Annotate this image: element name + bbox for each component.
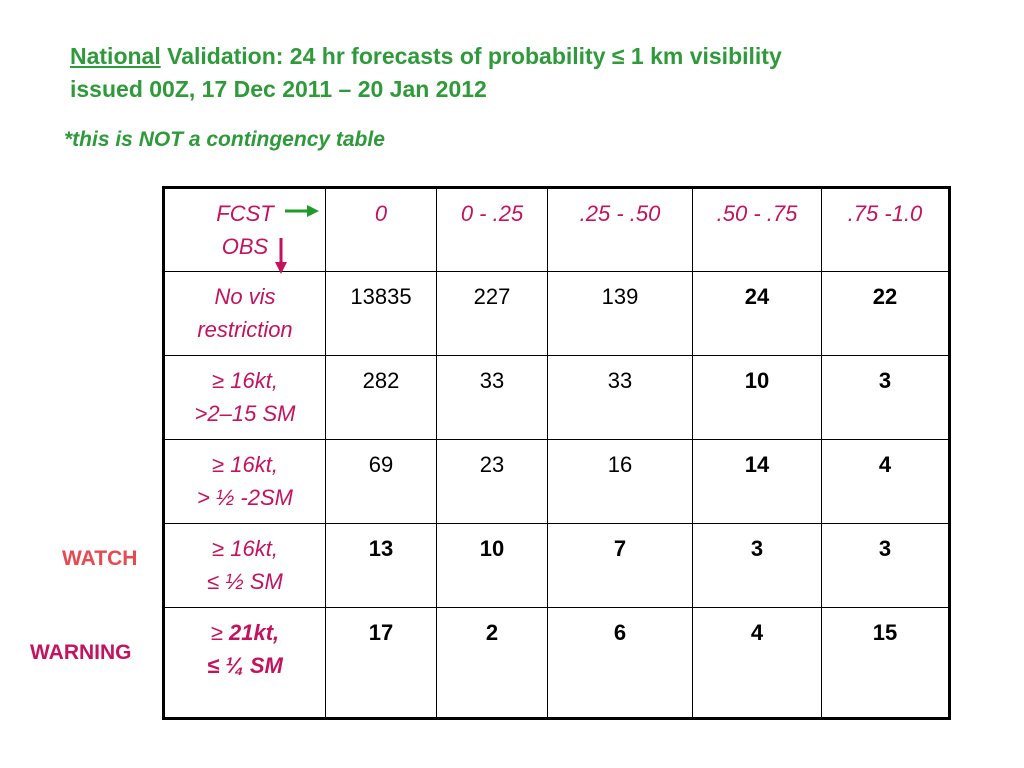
col-header: 0: [325, 187, 437, 272]
slide-title: National Validation: 24 hr forecasts of …: [70, 40, 1010, 106]
table-row: ≥ 16kt, >2–15 SM 282 33 33 10 3: [163, 355, 950, 440]
table-cell: 10: [692, 355, 822, 440]
table-row: ≥ 21kt, ≤ ¼ SM 17 2 6 4 15: [163, 607, 950, 719]
table-cell: 33: [436, 355, 548, 440]
table-cell: 69: [325, 439, 437, 524]
obs-label: OBS: [221, 234, 269, 259]
right-arrow-icon: [285, 205, 319, 217]
row-label: ≥ 16kt, ≤ ½ SM: [163, 523, 326, 608]
warning-label: WARNING: [30, 641, 132, 664]
validation-table: FCST OBS 0 0 - .25 .25 - .50 .50 - .75 .…: [162, 186, 951, 720]
fcst-label: FCST: [216, 201, 274, 226]
table-cell: 13835: [325, 271, 437, 356]
table-cell: 6: [547, 607, 693, 719]
col-header: .75 -1.0: [821, 187, 950, 272]
table-cell: 139: [547, 271, 693, 356]
table-cell: 17: [325, 607, 437, 719]
watch-label: WATCH: [62, 547, 138, 570]
table-cell: 3: [692, 523, 822, 608]
contingency-note: *this is NOT a contingency table: [64, 128, 385, 151]
row-label: ≥ 21kt, ≤ ¼ SM: [163, 607, 326, 719]
header-row: FCST OBS 0 0 - .25 .25 - .50 .50 - .75 .…: [163, 187, 950, 274]
col-header: 0 - .25: [436, 187, 548, 272]
title-dates: issued 00Z, 17 Dec 2011 – 20 Jan 2012: [70, 76, 487, 102]
col-header: .50 - .75: [692, 187, 822, 272]
title-national: National: [70, 43, 161, 69]
table-cell: 2: [436, 607, 548, 719]
table-cell: 10: [436, 523, 548, 608]
table-cell: 7: [547, 523, 693, 608]
corner-cell: FCST OBS: [163, 187, 326, 274]
table-cell: 13: [325, 523, 437, 608]
table-cell: 22: [821, 271, 950, 356]
table-cell: 227: [436, 271, 548, 356]
table-cell: 4: [821, 439, 950, 524]
table-cell: 33: [547, 355, 693, 440]
table-row: No vis restriction 13835 227 139 24 22: [163, 271, 950, 356]
title-main: Validation: 24 hr forecasts of probabili…: [160, 43, 782, 69]
down-arrow-icon: [275, 238, 287, 274]
table-cell: 16: [547, 439, 693, 524]
table-cell: 24: [692, 271, 822, 356]
table-cell: 23: [436, 439, 548, 524]
table-cell: 4: [692, 607, 822, 719]
table-row: ≥ 16kt, > ½ -2SM 69 23 16 14 4: [163, 439, 950, 524]
row-label: ≥ 16kt, > ½ -2SM: [163, 439, 326, 524]
table-cell: 15: [821, 607, 950, 719]
row-label: No vis restriction: [163, 271, 326, 356]
table-cell: 282: [325, 355, 437, 440]
row-label: ≥ 16kt, >2–15 SM: [163, 355, 326, 440]
table-row: ≥ 16kt, ≤ ½ SM 13 10 7 3 3: [163, 523, 950, 608]
table-cell: 14: [692, 439, 822, 524]
table-cell: 3: [821, 523, 950, 608]
col-header: .25 - .50: [547, 187, 693, 272]
table-cell: 3: [821, 355, 950, 440]
